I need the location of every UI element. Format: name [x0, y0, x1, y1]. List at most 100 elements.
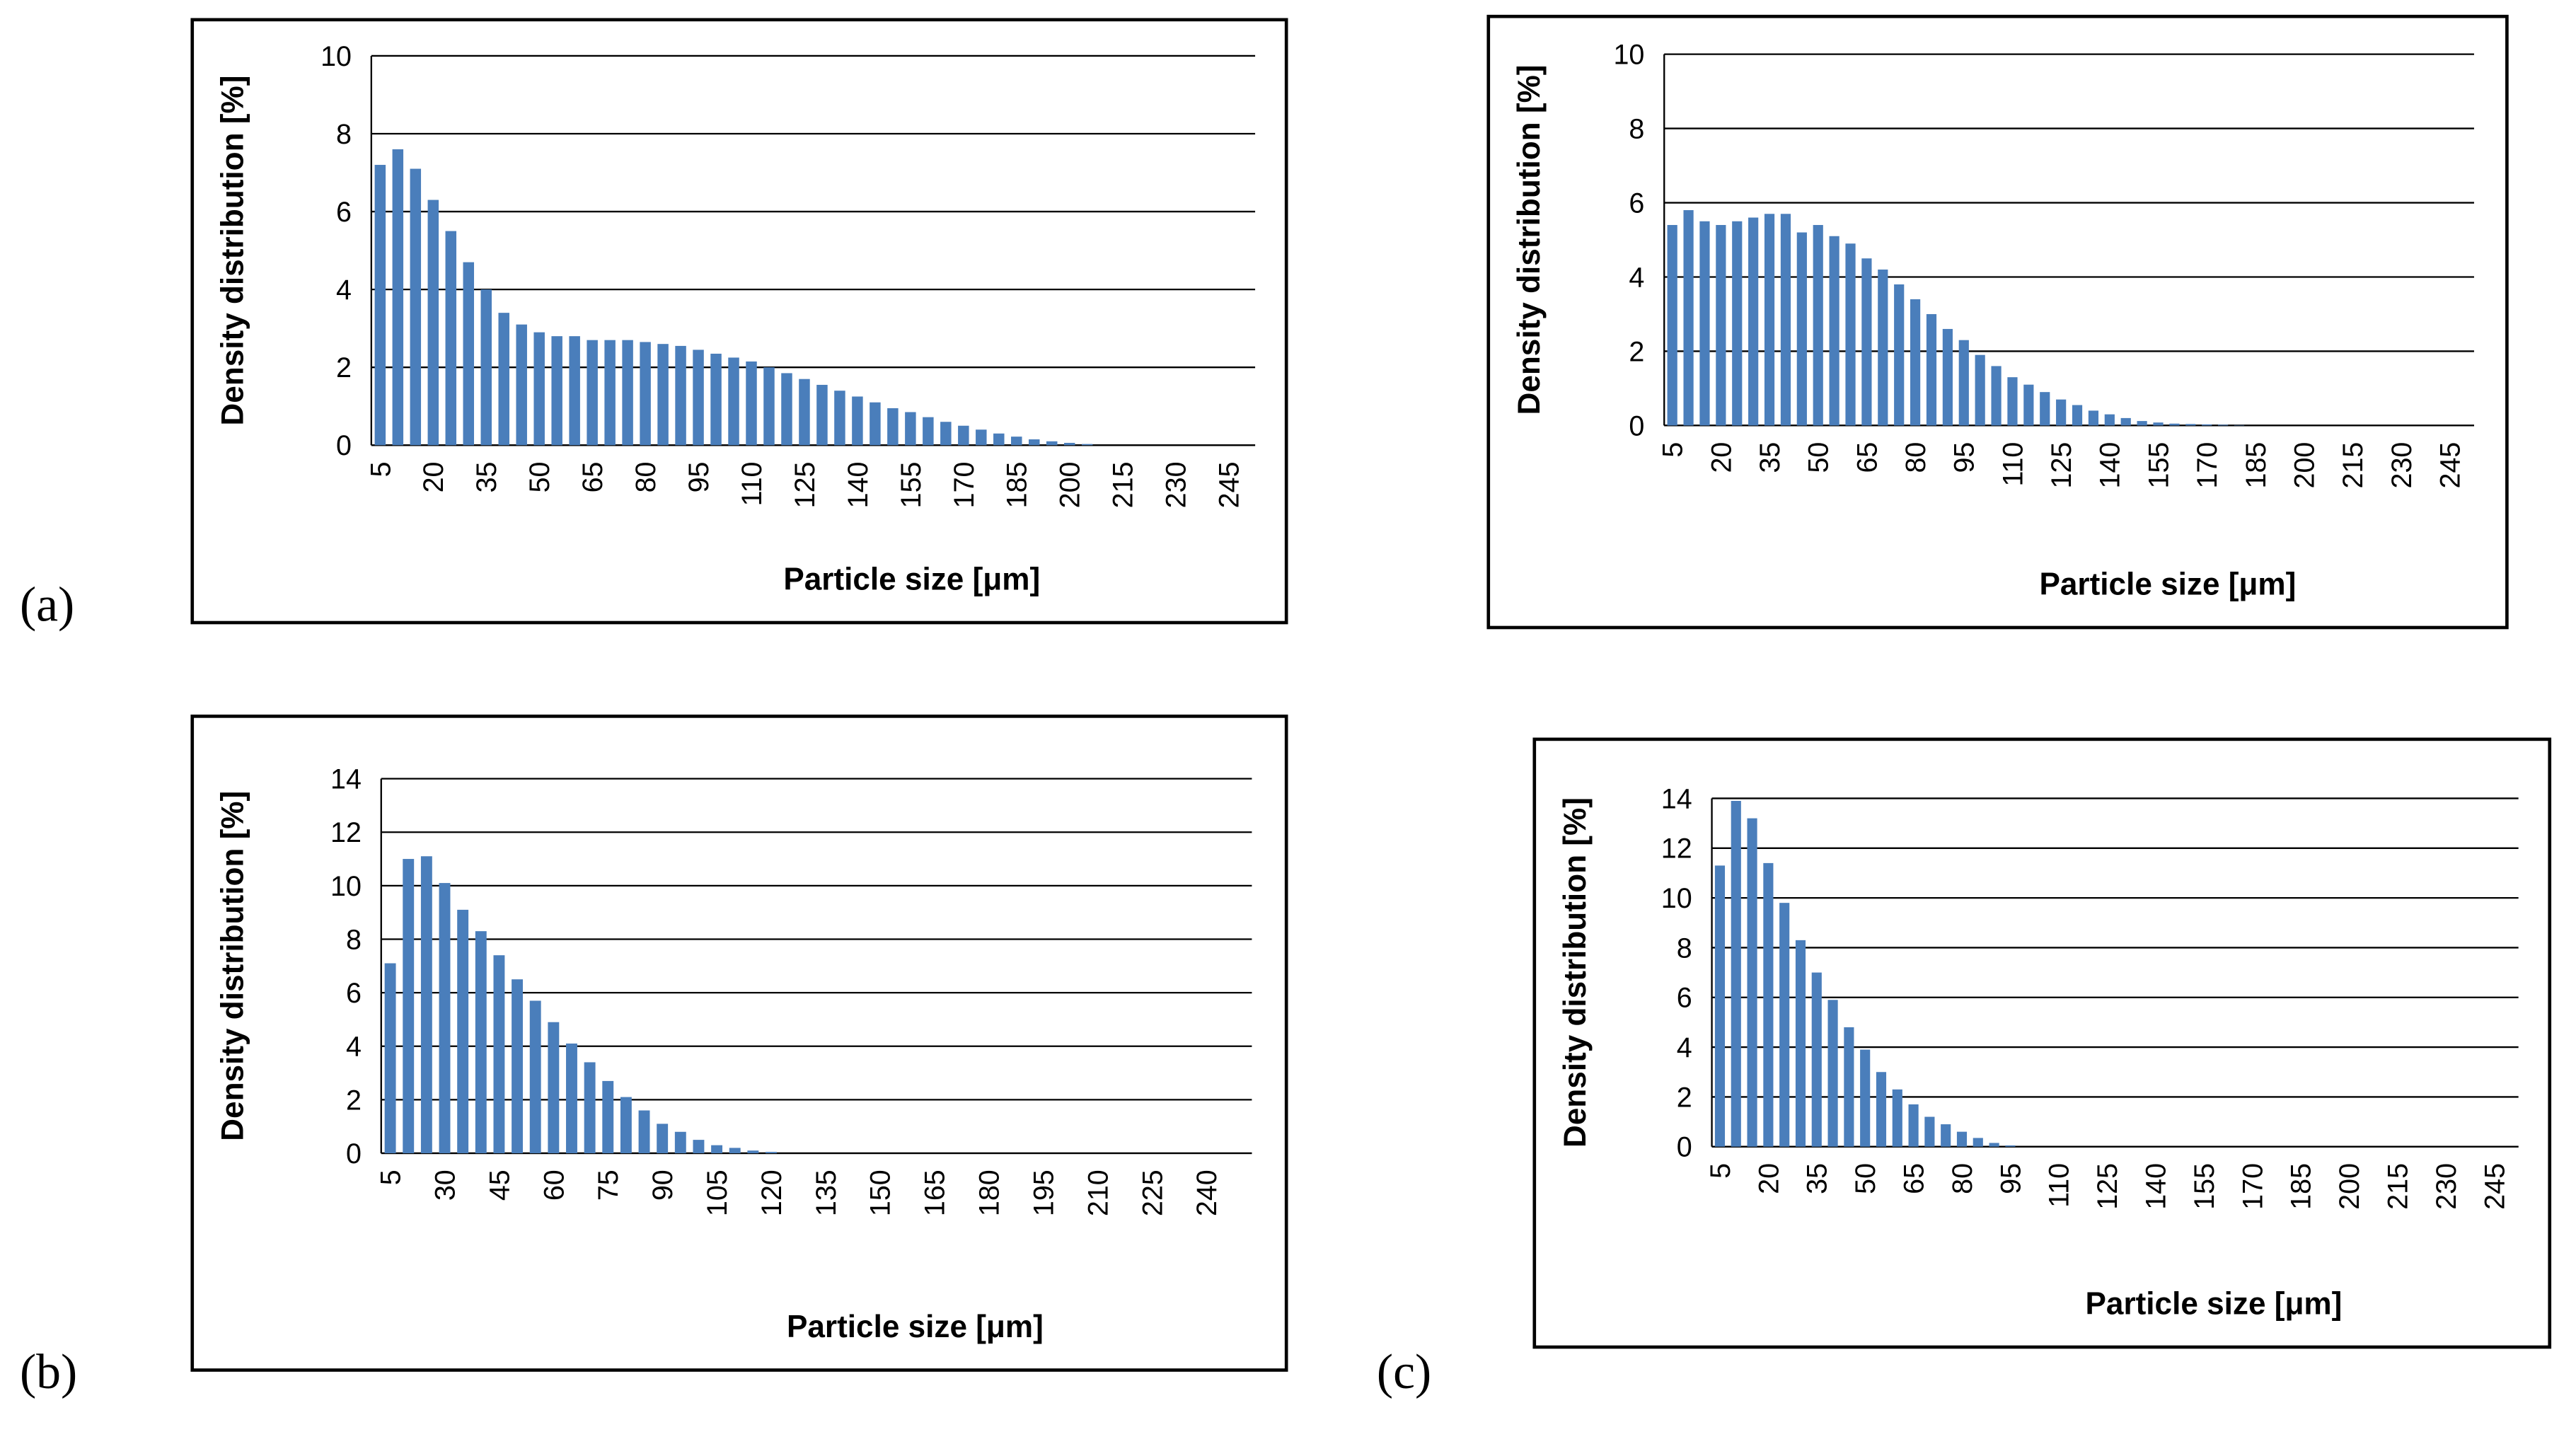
x-tick-label: 185 — [2241, 442, 2272, 489]
x-tick-label: 35 — [1802, 1163, 1833, 1194]
y-tick-label: 8 — [336, 119, 352, 150]
y-tick-label: 6 — [336, 197, 352, 228]
x-axis-title: Particle size [μm] — [2085, 1287, 2342, 1322]
panel-frame — [1532, 737, 2552, 1349]
y-tick-label: 8 — [1677, 932, 1692, 964]
y-axis-title: Density distribution [%] — [1558, 797, 1593, 1148]
x-tick-label: 110 — [1997, 442, 2028, 487]
x-tick-label: 65 — [577, 461, 608, 492]
bar — [1714, 865, 1726, 1147]
bar — [1894, 284, 1905, 426]
x-tick-label: 185 — [2286, 1163, 2317, 1210]
x-axis-title: Particle size [μm] — [783, 562, 1040, 597]
x-tick-label: 170 — [949, 461, 980, 508]
y-axis-title: Density distribution [%] — [216, 76, 250, 426]
x-tick-label: 5 — [1705, 1163, 1736, 1179]
x-axis-title: Particle size [μm] — [787, 1310, 1044, 1344]
x-tick-label: 95 — [683, 461, 715, 492]
x-tick-label: 65 — [1899, 1163, 1930, 1194]
x-tick-label: 95 — [1995, 1163, 2026, 1194]
x-tick-label: 200 — [2334, 1163, 2365, 1210]
y-tick-label: 4 — [346, 1032, 362, 1063]
y-tick-label: 0 — [1677, 1132, 1692, 1163]
bar — [2169, 423, 2180, 426]
bar — [475, 931, 487, 1154]
y-tick-label: 2 — [346, 1085, 362, 1116]
bar — [1763, 862, 1774, 1147]
bar — [457, 909, 469, 1154]
bar — [1716, 225, 1726, 426]
bar — [403, 859, 415, 1154]
bar — [1829, 236, 1839, 426]
bar — [2153, 422, 2164, 426]
bar — [1731, 800, 1741, 1147]
x-tick-label: 140 — [2141, 1163, 2172, 1210]
bar — [1975, 354, 1985, 426]
bar — [1747, 818, 1757, 1147]
x-tick-label: 45 — [484, 1169, 515, 1201]
bar — [1926, 313, 1937, 426]
y-tick-label: 4 — [1677, 1032, 1692, 1063]
x-tick-label: 155 — [2143, 442, 2174, 489]
x-tick-label: 50 — [1850, 1163, 1881, 1194]
bar — [1827, 1000, 1838, 1147]
y-tick-label: 2 — [336, 352, 352, 383]
bar — [657, 344, 669, 446]
x-tick-label: 240 — [1191, 1169, 1223, 1216]
x-tick-label: 245 — [2479, 1163, 2510, 1210]
bar — [1748, 217, 1759, 426]
x-tick-label: 165 — [920, 1169, 951, 1216]
bar — [1683, 210, 1694, 426]
bar — [1973, 1138, 1983, 1147]
x-tick-label: 110 — [737, 461, 768, 506]
x-tick-label: 60 — [538, 1169, 570, 1201]
bar — [816, 384, 828, 446]
bar — [1081, 444, 1093, 446]
x-tick-label: 50 — [524, 461, 555, 492]
x-tick-label: 225 — [1137, 1169, 1168, 1216]
bar — [420, 856, 432, 1154]
x-tick-label: 80 — [1900, 442, 1931, 473]
x-tick-label: 245 — [1214, 461, 1245, 508]
bar — [958, 425, 969, 446]
bar — [1861, 258, 1872, 426]
x-tick-label: 20 — [418, 461, 449, 492]
bar — [392, 149, 404, 446]
panel-label: (b) — [20, 1345, 77, 1399]
bar — [1958, 340, 1969, 426]
y-tick-label: 6 — [346, 978, 362, 1009]
bar — [2072, 405, 2083, 426]
bar — [674, 1131, 686, 1154]
x-tick-label: 230 — [2386, 442, 2418, 489]
x-tick-label: 20 — [1753, 1163, 1784, 1194]
bar — [584, 1062, 596, 1154]
x-tick-label: 200 — [2289, 442, 2320, 489]
bar — [493, 955, 505, 1154]
bar — [2056, 399, 2067, 426]
panel-frame — [190, 715, 1288, 1372]
x-tick-label: 215 — [2338, 442, 2369, 489]
bar — [445, 231, 457, 446]
y-tick-label: 2 — [1629, 336, 1644, 367]
x-tick-label: 80 — [1947, 1163, 1978, 1194]
bar — [587, 340, 598, 446]
bar — [1924, 1116, 1935, 1147]
bar — [675, 345, 686, 446]
bar — [729, 1148, 741, 1154]
y-tick-label: 10 — [330, 871, 362, 902]
y-axis-title: Density distribution [%] — [216, 791, 250, 1141]
bar — [976, 429, 987, 446]
bar — [657, 1124, 669, 1154]
bar — [463, 262, 475, 446]
bar — [1892, 1089, 1902, 1147]
bar — [940, 422, 952, 446]
x-tick-label: 210 — [1082, 1169, 1114, 1216]
bar — [1876, 1072, 1887, 1147]
bar — [640, 342, 651, 446]
bar — [1942, 328, 1953, 426]
bar — [799, 379, 810, 446]
y-tick-label: 4 — [336, 275, 352, 306]
panel-label: (c) — [1377, 1345, 1431, 1399]
y-tick-label: 2 — [1677, 1082, 1692, 1113]
